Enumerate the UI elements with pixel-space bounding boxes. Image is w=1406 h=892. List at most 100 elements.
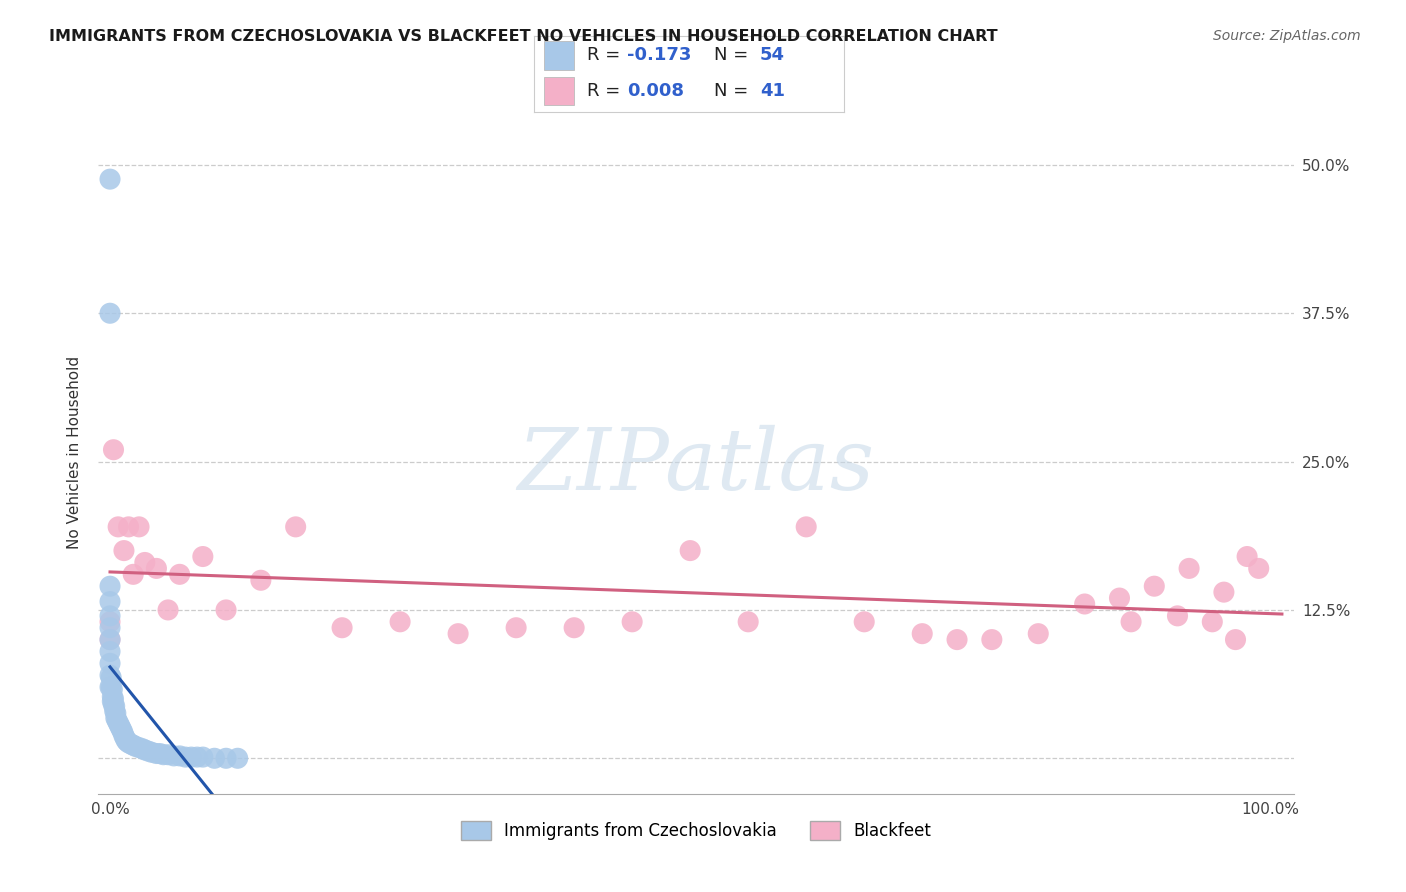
Point <box>621 615 644 629</box>
Point <box>98 668 121 682</box>
Point <box>98 644 121 658</box>
Point <box>1166 608 1188 623</box>
Point <box>98 594 121 608</box>
Point <box>169 748 191 763</box>
Point <box>107 520 129 534</box>
Point <box>169 567 191 582</box>
Point <box>157 747 180 762</box>
Point <box>330 621 353 635</box>
Point <box>1026 626 1049 640</box>
Point <box>115 733 138 747</box>
Text: 0.008: 0.008 <box>627 82 685 100</box>
Point <box>145 561 167 575</box>
Point <box>98 615 121 629</box>
Y-axis label: No Vehicles in Household: No Vehicles in Household <box>66 356 82 549</box>
Point <box>120 737 142 751</box>
Point <box>136 744 159 758</box>
Point <box>98 579 121 593</box>
Point <box>1236 549 1258 564</box>
Point <box>128 520 150 534</box>
Legend: Immigrants from Czechoslovakia, Blackfeet: Immigrants from Czechoslovakia, Blackfee… <box>454 814 938 847</box>
Point <box>1201 615 1223 629</box>
Point <box>191 549 214 564</box>
Point <box>117 520 139 534</box>
Point <box>226 751 249 765</box>
Point <box>107 715 129 730</box>
Point <box>1108 591 1130 605</box>
Point <box>103 698 125 712</box>
Point <box>98 608 121 623</box>
Point <box>104 699 127 714</box>
Point <box>134 556 156 570</box>
Point <box>111 725 134 739</box>
Point <box>103 692 125 706</box>
Point <box>101 690 124 704</box>
Point <box>104 711 127 725</box>
Point <box>111 723 134 737</box>
Point <box>1143 579 1166 593</box>
Point <box>1247 561 1270 575</box>
Point <box>157 603 180 617</box>
Point <box>98 621 121 635</box>
Point <box>1073 597 1095 611</box>
Point <box>946 632 969 647</box>
Point <box>124 739 146 754</box>
Point <box>174 750 197 764</box>
Point <box>134 743 156 757</box>
Point <box>100 680 122 694</box>
Text: R =: R = <box>586 82 626 100</box>
Point <box>128 740 150 755</box>
Point <box>112 543 135 558</box>
Bar <box>544 41 575 70</box>
Point <box>98 680 121 694</box>
Text: R =: R = <box>586 46 626 64</box>
Point <box>112 729 135 743</box>
Point <box>149 747 172 761</box>
Point <box>108 718 131 732</box>
Point <box>122 738 145 752</box>
Point <box>204 751 226 765</box>
Point <box>215 751 238 765</box>
Point <box>141 745 163 759</box>
Point <box>145 747 167 761</box>
Point <box>737 615 759 629</box>
Text: N =: N = <box>714 82 754 100</box>
Point <box>180 750 202 764</box>
Point <box>98 632 121 647</box>
Point <box>105 714 128 728</box>
Point <box>250 574 273 588</box>
Point <box>103 442 125 457</box>
Point <box>911 626 934 640</box>
Point <box>215 603 238 617</box>
Point <box>163 748 186 763</box>
Point <box>853 615 876 629</box>
Point <box>505 621 527 635</box>
Point <box>98 657 121 671</box>
Point <box>284 520 307 534</box>
Text: -0.173: -0.173 <box>627 46 692 64</box>
Point <box>562 621 585 635</box>
Point <box>117 734 139 748</box>
Point <box>794 520 817 534</box>
Point <box>131 741 153 756</box>
Text: ZIPatlas: ZIPatlas <box>517 425 875 508</box>
Point <box>186 750 208 764</box>
Point <box>1119 615 1142 629</box>
Point <box>101 682 124 697</box>
Point <box>98 172 121 186</box>
Point <box>98 306 121 320</box>
Point <box>114 731 136 745</box>
Point <box>1212 585 1234 599</box>
Bar <box>544 77 575 105</box>
Text: IMMIGRANTS FROM CZECHOSLOVAKIA VS BLACKFEET NO VEHICLES IN HOUSEHOLD CORRELATION: IMMIGRANTS FROM CZECHOSLOVAKIA VS BLACKF… <box>49 29 998 44</box>
Text: N =: N = <box>714 46 754 64</box>
Text: 41: 41 <box>761 82 785 100</box>
Point <box>98 632 121 647</box>
Text: 54: 54 <box>761 46 785 64</box>
Text: Source: ZipAtlas.com: Source: ZipAtlas.com <box>1213 29 1361 43</box>
Point <box>1178 561 1201 575</box>
Point <box>122 567 145 582</box>
Point <box>1225 632 1247 647</box>
Point <box>679 543 702 558</box>
Point <box>110 720 132 734</box>
